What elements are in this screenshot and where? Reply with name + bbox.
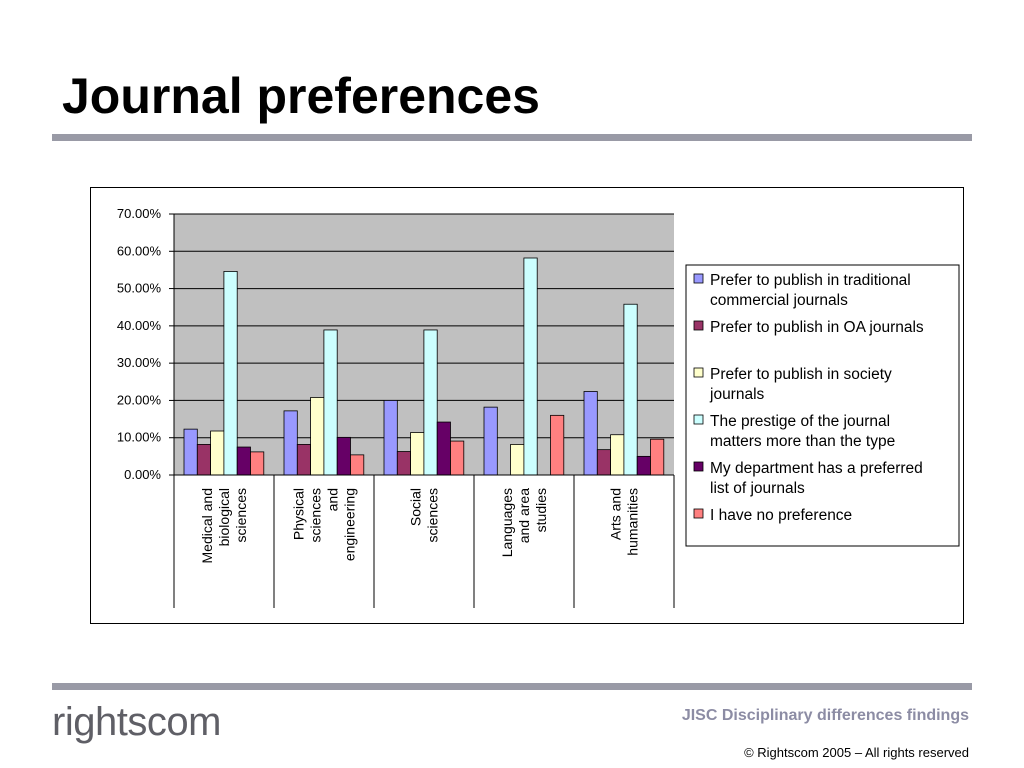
y-tick-label: 0.00% <box>124 467 161 482</box>
bar <box>296 444 312 476</box>
category-label: and <box>325 488 341 511</box>
legend-box <box>685 264 960 547</box>
bar <box>436 421 451 476</box>
bar <box>336 436 351 476</box>
bar <box>396 451 411 476</box>
bar <box>236 446 251 476</box>
legend-swatch <box>693 320 704 331</box>
legend-swatch <box>693 273 704 284</box>
bar <box>423 329 438 476</box>
legend-label: I have no preference <box>710 507 852 524</box>
bar <box>610 434 625 476</box>
bar <box>523 257 538 476</box>
logo-text-com: com <box>146 700 222 744</box>
y-tick-label: 70.00% <box>117 206 162 221</box>
bar <box>223 271 238 476</box>
bar <box>283 410 298 476</box>
legend-label: The prestige of the journal <box>710 413 890 430</box>
y-tick-label: 40.00% <box>117 318 162 333</box>
slide-title: Journal preferences <box>62 68 540 124</box>
chart-frame: 0.00% 10.00% 20.00% 30.00% 40.00% 50.00% 60.00… <box>90 187 964 624</box>
bar <box>596 449 611 476</box>
footer-divider <box>52 683 972 690</box>
category-label: engineering <box>342 488 358 561</box>
bar <box>550 414 565 476</box>
bar <box>310 397 325 476</box>
legend-label: list of journals <box>710 480 805 497</box>
y-tick-label: 30.00% <box>117 355 162 370</box>
y-tick-label: 60.00% <box>117 243 162 258</box>
y-tick-label: 10.00% <box>117 430 162 445</box>
title-divider <box>52 134 972 141</box>
axes: 0.00% 10.00% 20.00% 30.00% 40.00% 50.00% 60.00… <box>117 206 675 608</box>
bar <box>196 444 212 476</box>
bar <box>410 432 425 476</box>
bar <box>510 444 525 476</box>
legend-label: My department has a preferred <box>710 460 923 477</box>
bar <box>183 428 198 476</box>
legend-swatch <box>693 461 704 472</box>
category-label: Social <box>408 488 424 526</box>
category-label: and area <box>516 488 532 543</box>
bar <box>323 329 338 476</box>
category-label: humanities <box>625 488 641 556</box>
y-tick-label: 50.00% <box>117 281 162 296</box>
footer-copyright: © Rightscom 2005 – All rights reserved <box>744 745 969 760</box>
plot-area <box>174 213 674 476</box>
legend-label: Prefer to publish in society <box>710 366 892 383</box>
legend-label: commercial journals <box>710 292 848 309</box>
category-label: Languages <box>499 488 515 557</box>
category-label: sciences <box>308 488 324 542</box>
bar-chart: 0.00% 10.00% 20.00% 30.00% 40.00% 50.00% 60.00… <box>117 206 960 608</box>
bar <box>210 430 225 476</box>
bar <box>483 406 498 476</box>
legend-label: matters more than the type <box>710 433 895 450</box>
legend-label: journals <box>709 386 765 403</box>
legend: Prefer to publish in traditional commerci… <box>685 264 960 547</box>
bar <box>250 451 265 476</box>
legend-swatch <box>693 508 704 519</box>
category-label: sciences <box>425 488 441 542</box>
legend-label: Prefer to publish in OA journals <box>710 319 924 336</box>
category-label: sciences <box>233 488 249 542</box>
logo-text-rights: rights <box>52 700 147 744</box>
legend-swatch <box>693 367 704 378</box>
bar <box>623 303 638 476</box>
category-label: Physical <box>291 488 307 540</box>
bar <box>350 454 365 476</box>
bar <box>650 438 665 476</box>
bar <box>636 455 651 476</box>
category-label: studies <box>533 488 549 532</box>
y-tick-label: 20.00% <box>117 392 162 407</box>
category-label: Medical and <box>199 488 215 564</box>
bar <box>383 400 398 476</box>
footer-title: JISC Disciplinary differences findings <box>681 707 969 724</box>
legend-label: Prefer to publish in traditional <box>710 272 911 289</box>
rightscom-logo: rightscom <box>52 698 221 746</box>
bar <box>583 391 598 476</box>
bar <box>450 440 465 476</box>
category-label: biological <box>216 488 232 546</box>
legend-swatch <box>693 414 704 425</box>
category-label: Arts and <box>608 488 624 540</box>
